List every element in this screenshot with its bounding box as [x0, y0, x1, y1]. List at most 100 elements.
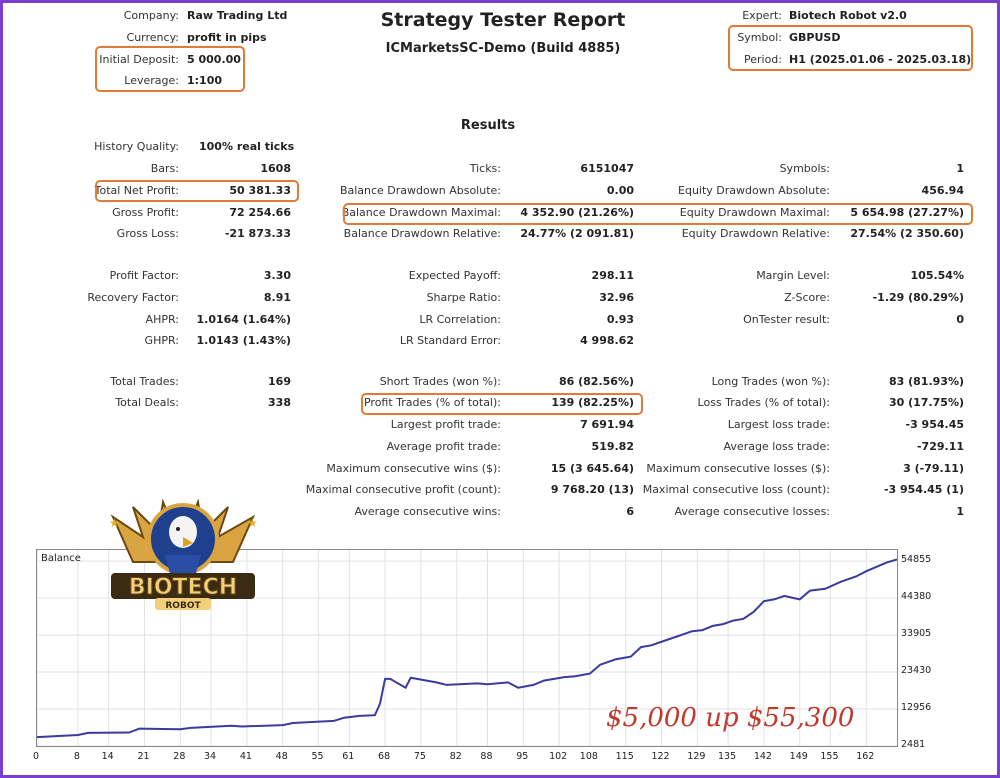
col1-label: Profit Factor: [109, 269, 179, 282]
col3-label: Average consecutive losses: [674, 505, 830, 518]
x-tick-label: 55 [311, 751, 324, 762]
symbol-label: Symbol: [737, 31, 782, 44]
results-heading: Results [460, 118, 516, 133]
x-tick-label: 34 [204, 751, 217, 762]
col3-label: OnTester result: [743, 313, 830, 326]
col3-label: Z-Score: [784, 291, 830, 304]
col3-label: Equity Drawdown Absolute: [678, 184, 830, 197]
x-tick-label: 155 [820, 751, 839, 762]
col2-label: LR Correlation: [419, 313, 501, 326]
net-profit-highlight-box [95, 180, 299, 202]
col2-value: 4 352.90 (21.26%) [520, 206, 634, 219]
col2-label: Ticks: [469, 162, 501, 175]
col2-value: 0.93 [606, 313, 634, 326]
y-tick-label: 33905 [901, 628, 932, 640]
x-tick-label: 135 [717, 751, 737, 762]
x-tick-label: 21 [137, 751, 150, 762]
col2-value: 86 (82.56%) [558, 375, 634, 388]
col3-value: 5 654.98 (27.27%) [850, 206, 964, 219]
x-tick-label: 102 [549, 751, 568, 762]
col2-value: 519.82 [591, 440, 634, 453]
deposit-highlight-box [95, 46, 245, 92]
col1-label: AHPR: [145, 313, 179, 326]
star-icon: ★ [247, 516, 258, 530]
x-tick-label: 108 [579, 751, 598, 762]
col2-label: Average profit trade: [386, 440, 501, 453]
x-tick-label: 122 [651, 751, 670, 762]
col2-value: 32.96 [599, 291, 634, 304]
col3-value: -3 954.45 [905, 418, 965, 431]
col2-label: Balance Drawdown Relative: [343, 227, 501, 240]
col3-value: 1 [956, 162, 964, 175]
deposit-label: Initial Deposit: [99, 53, 179, 66]
company-label: Company: [123, 9, 179, 22]
drawdown-maximal-highlight-box [343, 203, 973, 225]
col2-label: Balance Drawdown Absolute: [339, 184, 501, 197]
col3-label: Loss Trades (% of total): [697, 396, 830, 409]
col2-label: Sharpe Ratio: [426, 291, 501, 304]
x-tick-label: 68 [378, 751, 391, 762]
col3-label: Long Trades (won %): [711, 375, 830, 388]
col3-value: 30 (17.75%) [888, 396, 964, 409]
period-value: H1 (2025.01.06 - 2025.03.18) [789, 53, 972, 66]
col1-value: 1.0164 (1.64%) [196, 313, 292, 326]
x-tick-label: 115 [615, 751, 634, 762]
y-tick-label: 2481 [901, 739, 926, 750]
col1-value: 1608 [260, 162, 291, 175]
col1-label: GHPR: [144, 334, 179, 347]
col2-value: 298.11 [591, 269, 634, 282]
col3-value: 1 [956, 505, 964, 518]
col1-value: 338 [268, 396, 291, 409]
chart-title: Balance [41, 553, 81, 564]
col3-value: 0 [956, 313, 964, 326]
x-tick-label: 28 [173, 751, 186, 762]
col2-value: 6 [626, 505, 634, 518]
x-tick-label: 8 [73, 751, 80, 762]
col1-label: Total Net Profit: [94, 184, 179, 197]
currency-label: Currency: [126, 31, 179, 44]
col3-label: Equity Drawdown Maximal: [679, 206, 830, 219]
x-tick-label: 149 [789, 751, 808, 762]
col3-label: Maximum consecutive losses ($): [646, 462, 830, 475]
col2-value: 24.77% (2 091.81) [520, 227, 634, 240]
x-tick-label: 61 [342, 751, 355, 762]
biotech-robot-logo: BIOTECH ROBOT ★ ★ [109, 498, 258, 611]
col2-value: 9 768.20 (13) [550, 483, 634, 496]
x-tick-label: 48 [275, 751, 288, 762]
balance-line [36, 558, 898, 739]
col1-label: Gross Profit: [112, 206, 179, 219]
col3-label: Margin Level: [756, 269, 830, 282]
x-tick-label: 0 [32, 751, 40, 762]
col3-value: 83 (81.93%) [888, 375, 964, 388]
col1-label: Recovery Factor: [87, 291, 179, 304]
expert-label: Expert: [742, 9, 782, 22]
col1-value: -21 873.33 [224, 227, 291, 240]
col2-label: Maximal consecutive profit (count): [305, 483, 501, 496]
col2-value: 15 (3 645.64) [550, 462, 634, 475]
symbol-value: GBPUSD [789, 31, 841, 44]
currency-value: profit in pips [187, 31, 267, 44]
balance-chart [36, 549, 898, 747]
x-tick-label: 95 [516, 751, 529, 762]
col2-label: LR Standard Error: [399, 334, 501, 347]
col2-label: Largest profit trade: [390, 418, 501, 431]
x-tick-label: 142 [753, 751, 772, 762]
leverage-value: 1:100 [187, 74, 223, 87]
col1-value: 169 [268, 375, 291, 388]
leverage-label: Leverage: [124, 74, 179, 87]
col3-value: 3 (-79.11) [903, 462, 964, 475]
col1-label: Gross Loss: [116, 227, 179, 240]
col3-label: Maximal consecutive loss (count): [642, 483, 830, 496]
x-tick-label: 129 [687, 751, 706, 762]
y-tick-label: 44380 [901, 591, 932, 603]
col1-label: Total Trades: [110, 375, 179, 388]
star-icon: ★ [109, 516, 120, 530]
col3-label: Equity Drawdown Relative: [681, 227, 830, 240]
col1-value: 8.91 [263, 291, 291, 304]
col1-label: History Quality: [94, 140, 179, 153]
col2-label: Average consecutive wins: [354, 505, 501, 518]
col2-label: Expected Payoff: [408, 269, 501, 282]
col3-label: Average loss trade: [723, 440, 830, 453]
col2-value: 139 (82.25%) [551, 396, 634, 409]
col2-label: Profit Trades (% of total): [363, 396, 501, 409]
